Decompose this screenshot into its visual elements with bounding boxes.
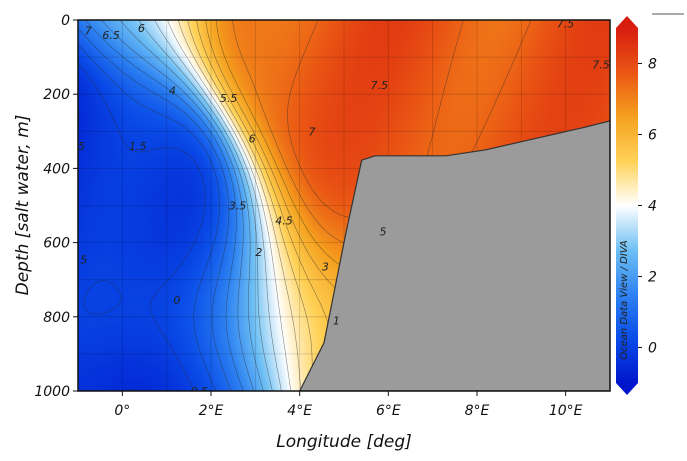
contour-label: 6: [138, 22, 145, 35]
contour-label: 5.5: [220, 92, 238, 105]
colorbar-cap-bottom: [616, 383, 638, 395]
colorbar-tick-label: 2: [648, 270, 657, 286]
y-tick-label: 1000: [34, 384, 70, 400]
contour-label: 3.5: [229, 200, 247, 213]
credit-text: Ocean Data View / DIVA: [619, 240, 630, 360]
contour-label: 5: [78, 140, 85, 153]
contour-line-11: [187, 20, 313, 391]
colorbar-tick-label: 8: [648, 57, 657, 73]
x-tick-label: 0°: [114, 403, 130, 419]
x-tick-label: 10°E: [549, 403, 583, 419]
colorbar-tick-label: 6: [648, 128, 657, 144]
contour-label: 3: [322, 261, 329, 274]
y-tick-label: 400: [43, 161, 70, 177]
colorbar-ramp: [616, 28, 638, 383]
plot-area: 7 6.5 6 4 5.5 6 7 7.5 7.5 7.5 5 1.5 3.5 4.5 2 3 5 5 0 1 -0.5: [78, 18, 610, 398]
contour-line-3: [78, 28, 232, 391]
colorbar-ticks: 0 2 4 6 8: [638, 57, 657, 357]
contour-line-1: [78, 62, 206, 391]
x-tick-label: 8°E: [465, 403, 490, 419]
plot-frame: [77, 19, 611, 392]
y-tick-label: 800: [43, 310, 70, 326]
contour-label: 1: [333, 315, 340, 328]
contour-line-6: [119, 20, 264, 391]
contour-label: 2: [255, 246, 262, 259]
contour-label: 7: [309, 125, 316, 138]
x-axis-title: Longitude [deg]: [276, 432, 412, 452]
bathymetry-shape: [299, 120, 610, 391]
contour-label: 5: [379, 225, 386, 238]
contour-label: 4: [169, 84, 176, 97]
colorbar-tick-label: 0: [648, 341, 657, 357]
colorbar-tick-label: 4: [648, 199, 657, 215]
x-tick-label: 6°E: [376, 403, 401, 419]
contour-label: 7.5: [557, 18, 575, 31]
contour-label: -0.5: [187, 385, 208, 398]
colorbar: 0 2 4 6 8 Ocean Data View / DIVA: [616, 16, 657, 395]
contour-label: 0: [173, 294, 180, 307]
x-tick-label: 4°E: [287, 403, 312, 419]
y-tick-label: 200: [43, 87, 70, 103]
contour-line-5: [101, 20, 254, 391]
contour-line-9: [167, 20, 291, 391]
colorbar-cap-top: [616, 16, 638, 28]
contour-label: 5: [80, 253, 87, 266]
y-tick-label: 600: [43, 236, 70, 252]
x-tick-label: 2°E: [199, 403, 224, 419]
contour-line-4: [84, 20, 244, 391]
contour-line-8: [154, 20, 282, 391]
y-axis-title: Depth [salt water, m]: [13, 115, 33, 296]
contour-line-10: [177, 20, 302, 391]
contour-line-7: [138, 20, 273, 391]
contour-label: 6.5: [102, 29, 120, 42]
contour-label: 6: [249, 133, 256, 146]
contour-label: 1.5: [129, 140, 147, 153]
x-axis-ticks: 0° 2°E 4°E 6°E 8°E 10°E: [114, 391, 583, 419]
y-axis-ticks: 0 200 400 600 800 1000: [34, 13, 78, 400]
contour-label: 7.5: [371, 79, 389, 92]
y-tick-label: 0: [61, 13, 70, 29]
contour-label: 7: [85, 24, 92, 37]
contour-labels: 7 6.5 6 4 5.5 6 7 7.5 7.5 7.5 5 1.5 3.5 4.5 2 3 5 5 0 1 -0.5: [78, 18, 610, 398]
contour-label: 4.5: [275, 214, 293, 227]
contour-label: 7.5: [592, 59, 610, 72]
